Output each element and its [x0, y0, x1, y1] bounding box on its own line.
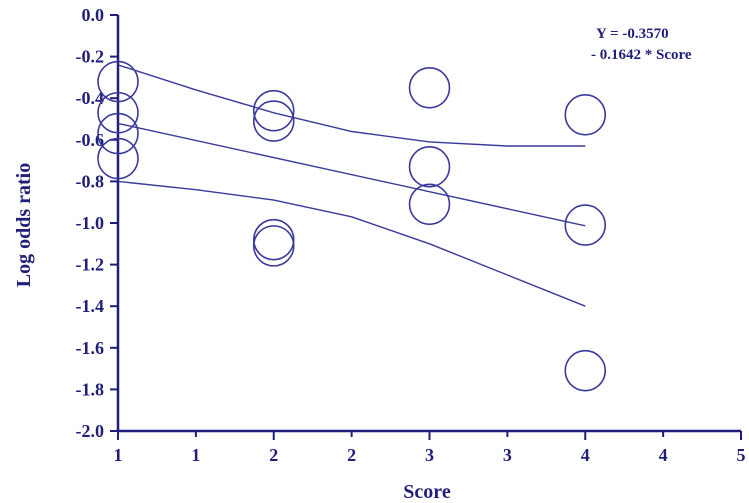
y-tick-label: -0.2 [76, 47, 105, 67]
confidence-band [117, 64, 586, 307]
data-point [408, 146, 451, 188]
x-tick-label: 2 [269, 445, 278, 465]
data-point [97, 112, 139, 155]
y-tick-label: -2.0 [76, 421, 105, 441]
y-tick-label: -1.2 [76, 255, 105, 275]
y-axis-title: Log odds ratio [13, 163, 35, 287]
data-point [408, 67, 451, 109]
data-point [408, 183, 451, 226]
data-point [564, 204, 607, 246]
x-tick-label: 3 [503, 445, 512, 465]
x-tick-label: 3 [425, 445, 434, 465]
axes [116, 15, 741, 433]
x-axis-title: Score [403, 481, 451, 503]
data-points [97, 60, 607, 392]
data-point [252, 89, 295, 132]
ticks: 0.0 -0.2 -0.4 -0.6 -0.8 -1.0 -1.2 -1.4 -1.6 -1.8 -… [76, 5, 746, 465]
data-point [252, 218, 295, 261]
y-tick-label: -1.8 [76, 379, 105, 399]
regression-line [117, 122, 586, 227]
lower-confidence-curve [117, 180, 586, 307]
x-tick-label: 2 [347, 445, 356, 465]
x-tick-label: 4 [659, 445, 668, 465]
equation-line-2: - 0.1642 * Score [591, 47, 692, 63]
data-point [97, 60, 139, 103]
x-tick-label: 1 [191, 445, 200, 465]
x-tick-label: 1 [114, 445, 123, 465]
y-tick-label: -1.0 [76, 213, 105, 233]
y-tick-label: 0.0 [82, 5, 105, 25]
regression-line-group [117, 122, 586, 227]
equation-line-1: Y = -0.3570 [596, 26, 669, 42]
data-point [564, 349, 607, 392]
y-tick-label: -0.6 [76, 130, 105, 150]
y-tick-label: -0.8 [76, 171, 105, 191]
y-tick-label: -0.4 [76, 88, 105, 108]
upper-confidence-curve [117, 64, 586, 147]
x-tick-label: 5 [737, 445, 746, 465]
data-point [97, 137, 139, 180]
data-point [252, 225, 295, 267]
data-point [252, 100, 295, 142]
y-tick-label: -1.6 [76, 338, 105, 358]
data-point [97, 91, 139, 134]
data-point [564, 94, 607, 136]
x-tick-label: 4 [581, 445, 590, 465]
y-tick-label: -1.4 [76, 296, 105, 316]
